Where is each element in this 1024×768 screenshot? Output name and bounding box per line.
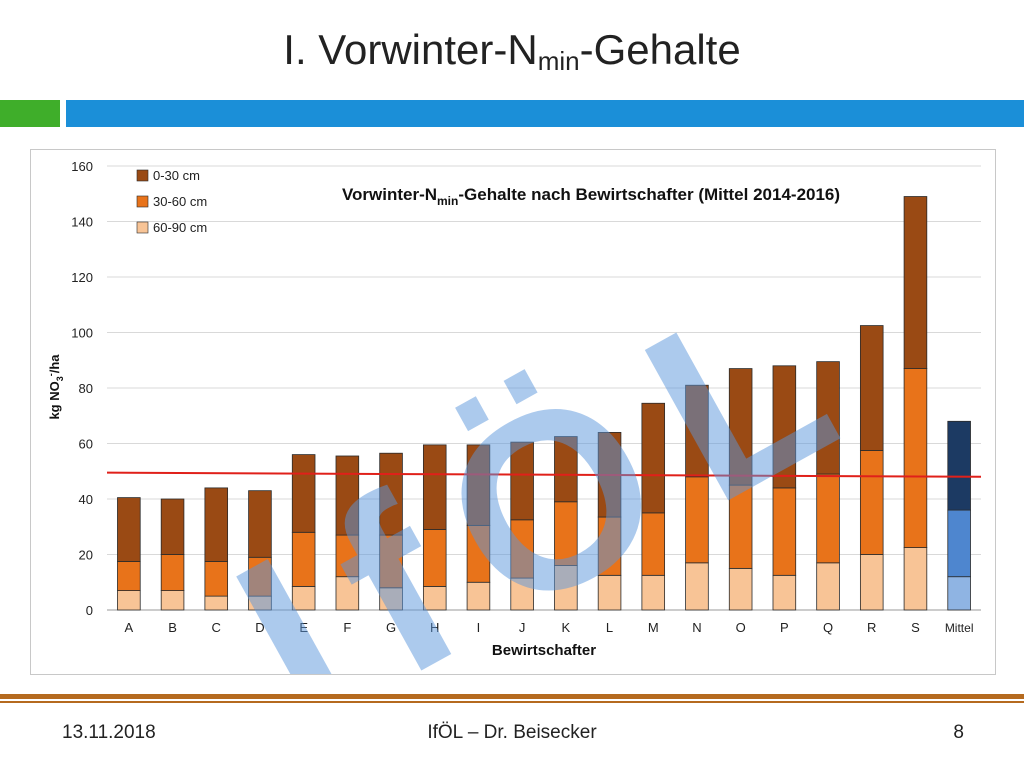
x-tick-label: S [911, 620, 920, 635]
legend-label: 0-30 cm [153, 168, 200, 183]
x-tick-label: H [430, 620, 439, 635]
x-tick-label: J [519, 620, 526, 635]
x-tick-label: R [867, 620, 876, 635]
chart-title-suffix: -Gehalte nach Bewirtschafter (Mittel 201… [458, 185, 840, 204]
bar-b-30-60 [160, 554, 185, 591]
bar-r-0-30 [859, 325, 884, 451]
bar-p-60-90 [772, 574, 797, 611]
bar-k-0-30 [554, 436, 578, 503]
y-tick-label: 100 [71, 326, 93, 341]
x-tick-label: O [736, 620, 746, 635]
footer-date: 13.11.2018 [62, 722, 156, 743]
y-axis-label-prefix: kg NO [47, 381, 62, 419]
footer-author: IfÖL – Dr. Beisecker [427, 722, 597, 743]
legend-swatch-0-30 [136, 169, 149, 182]
bar-d-0-30 [248, 490, 272, 558]
bar-c-0-30 [204, 487, 229, 562]
slide-title-subscript: min [537, 46, 580, 76]
bar-p-0-30 [772, 365, 797, 489]
x-tick-label: B [168, 620, 177, 635]
x-axis-label: Bewirtschafter [492, 642, 596, 659]
slide-title-prefix: I. Vorwinter-N [283, 26, 538, 73]
bar-o-0-30 [728, 368, 753, 486]
y-tick-label: 140 [71, 215, 93, 230]
y-tick-label: 160 [71, 159, 93, 174]
x-tick-label: C [212, 620, 221, 635]
legend-label: 60-90 cm [153, 220, 207, 235]
x-tick-label: F [343, 620, 351, 635]
watermark-logo: IfÖL [195, 217, 907, 674]
x-tick-label: Mittel [945, 621, 974, 635]
legend-swatch-30-60 [136, 195, 149, 208]
bar-b-60-90 [160, 590, 185, 611]
bar-mittel-60-90 [947, 576, 971, 611]
bar-j-0-30 [510, 441, 534, 521]
bar-mittel-30-60 [947, 509, 971, 578]
chart-title: Vorwinter-Nmin-Gehalte nach Bewirtschaft… [342, 185, 840, 208]
y-axis-label-suffix: /ha [47, 354, 62, 374]
x-tick-label: P [780, 620, 789, 635]
x-tick-label: I [477, 620, 481, 635]
bar-f-0-30 [335, 455, 360, 536]
bar-mittel-0-30 [947, 420, 971, 511]
y-axis-label: kg NO3-/ha [46, 354, 65, 420]
y-tick-label: 40 [79, 492, 93, 507]
y-axis-label-subscript: 3 [55, 376, 65, 381]
slide-title-suffix: -Gehalte [579, 26, 741, 73]
y-tick-label: 20 [79, 548, 93, 563]
y-tick-label: 0 [86, 603, 93, 618]
bar-n-0-30 [685, 384, 709, 478]
x-tick-label: E [299, 620, 308, 635]
x-tick-label: N [692, 620, 701, 635]
bar-o-60-90 [728, 567, 753, 611]
chart-title-subscript: min [437, 194, 458, 208]
stacked-bar-chart: 0 20 40 60 80 100 120 140 160 A B C D E F G H I J K L M N O P Q R S… [46, 159, 982, 674]
x-tick-label: A [125, 620, 134, 635]
y-tick-label: 120 [71, 270, 93, 285]
y-axis-label-superscript: - [46, 373, 56, 376]
x-tick-label: G [386, 620, 396, 635]
bar-a-60-90 [117, 590, 141, 611]
x-tick-label: M [648, 620, 659, 635]
x-tick-label: D [255, 620, 264, 635]
bar-a-30-60 [117, 561, 141, 591]
footer-page-number: 8 [953, 722, 964, 743]
chart-frame: 0 20 40 60 80 100 120 140 160 A B C D E F G H I J K L M N O P Q R S… [30, 149, 996, 675]
bar-s-30-60 [903, 368, 928, 548]
footer-rule-thin [0, 701, 1024, 703]
bar-h-0-30 [422, 444, 447, 530]
x-tick-label: Q [823, 620, 833, 635]
bar-c-60-90 [204, 595, 229, 611]
accent-bar-blue [66, 100, 1024, 127]
y-tick-label: 80 [79, 381, 93, 396]
footer-rule-thick [0, 694, 1024, 699]
chart-title-prefix: Vorwinter-N [342, 185, 437, 204]
slide-title: I. Vorwinter-Nmin-Gehalte [0, 26, 1024, 77]
legend-label: 30-60 cm [153, 194, 207, 209]
x-tick-label: L [606, 620, 613, 635]
bar-r-60-90 [859, 554, 884, 611]
bar-q-0-30 [816, 361, 840, 475]
bar-b-0-30 [160, 498, 185, 555]
reference-line [106, 471, 982, 478]
bar-q-60-90 [816, 562, 840, 611]
bar-s-0-30 [903, 196, 928, 369]
x-tick-label: K [562, 620, 571, 635]
bar-s-60-90 [903, 547, 928, 611]
y-tick-label: 60 [79, 437, 93, 452]
bar-m-0-30 [641, 402, 666, 514]
accent-bar-green [0, 100, 60, 127]
bar-a-0-30 [117, 497, 141, 562]
bar-i-0-30 [466, 444, 491, 526]
legend-swatch-60-90 [136, 221, 149, 234]
